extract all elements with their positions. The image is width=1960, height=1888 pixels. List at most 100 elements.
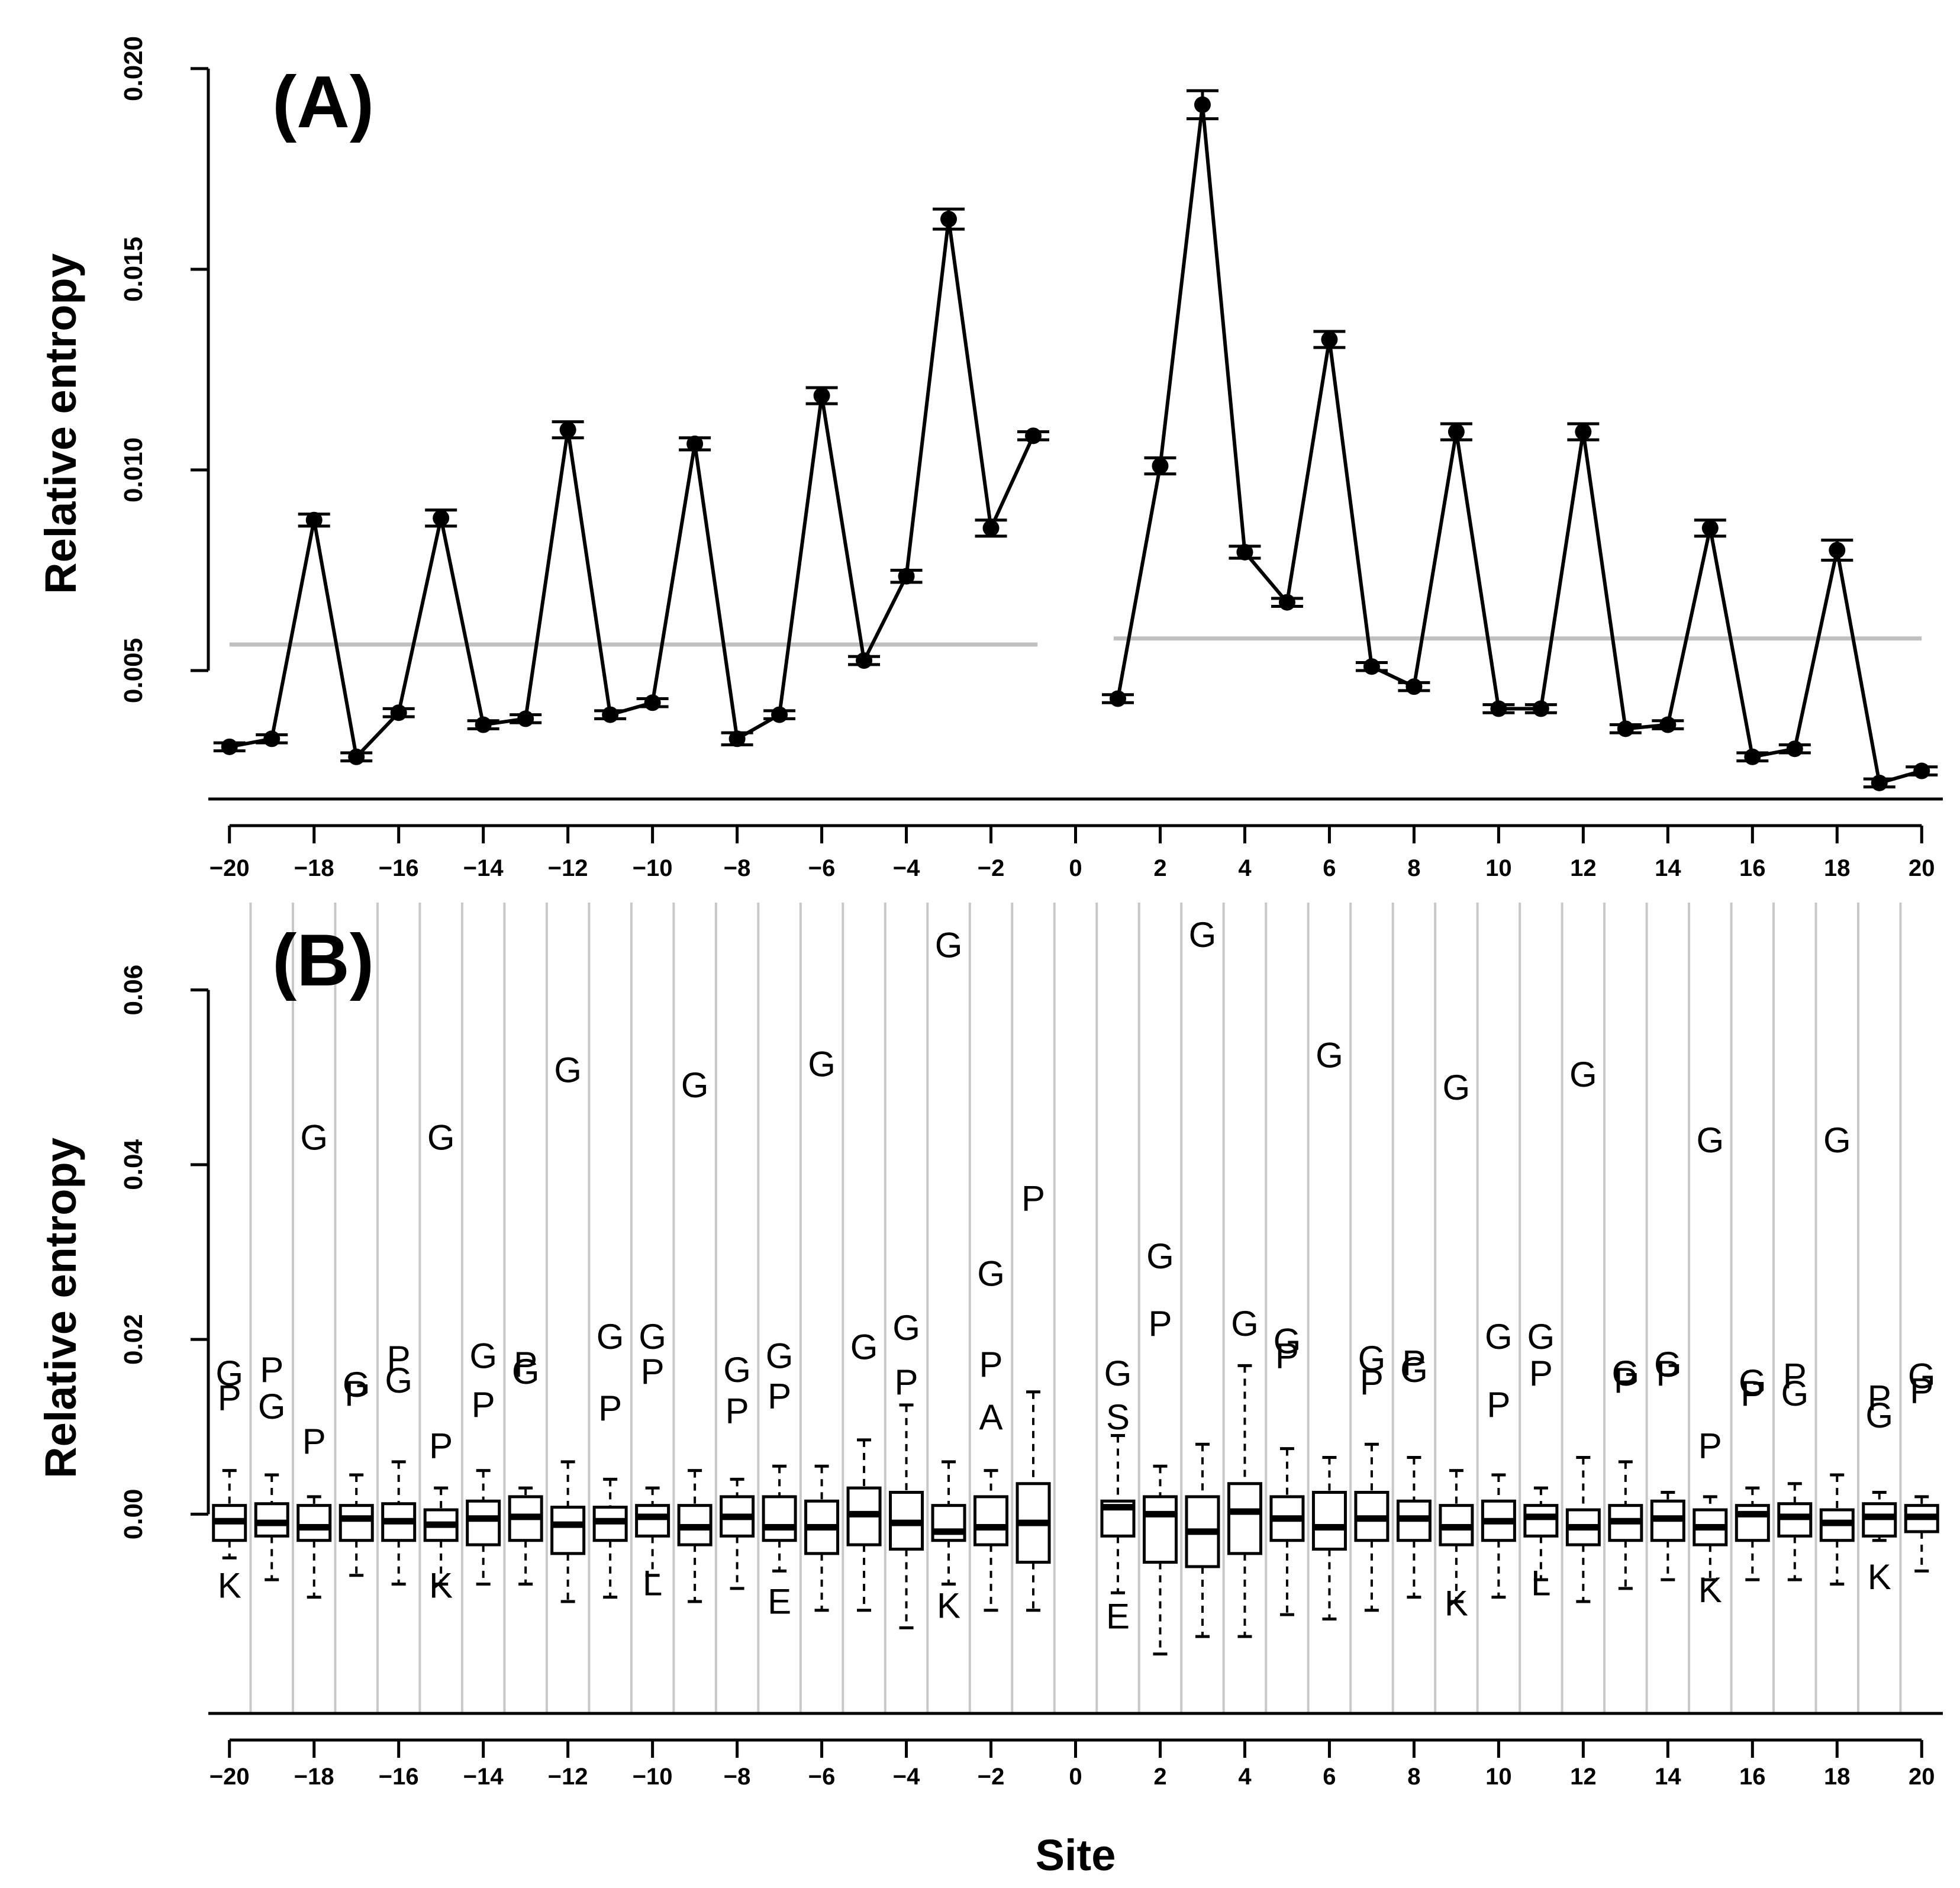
data-point [221, 738, 238, 755]
x-tick-label: 12 [1570, 1764, 1597, 1790]
outlier-label: G [554, 1051, 582, 1090]
box [550, 1506, 586, 1555]
x-tick-label: 0 [1069, 1764, 1082, 1790]
x-tick-label: 18 [1824, 855, 1851, 881]
data-point [856, 652, 873, 669]
data-point [305, 511, 323, 529]
outlier-label: P [387, 1339, 411, 1378]
y-tick-label: 0.06 [119, 965, 148, 1016]
x-tick-label: −4 [893, 1764, 920, 1790]
x-tick-label: −18 [294, 1764, 334, 1790]
outlier-label: G [1358, 1339, 1386, 1378]
data-point [1575, 423, 1592, 440]
outlier-label: P [1698, 1426, 1722, 1466]
outlier-label: P [1656, 1354, 1679, 1393]
x-tick-label: −8 [724, 1764, 751, 1790]
data-point [940, 211, 958, 228]
x-tick-label: 4 [1238, 855, 1252, 881]
outlier-label: P [1910, 1371, 1933, 1411]
data-point [1278, 594, 1295, 611]
outlier-label: P [1360, 1362, 1384, 1402]
x-tick-label: −20 [209, 855, 250, 881]
x-tick-label: −2 [978, 855, 1005, 881]
outlier-label: G [808, 1044, 836, 1084]
outlier-label: G [1316, 1036, 1343, 1075]
data-point [1744, 748, 1761, 765]
data-point [1490, 700, 1507, 717]
panel-a-plot [213, 89, 1938, 791]
outlier-label: G [1274, 1321, 1301, 1361]
x-tick-label: 8 [1407, 855, 1420, 881]
panel-b-y-axis-label: Relative entropy [36, 1138, 85, 1478]
outlier-label: G [258, 1387, 286, 1426]
outlier-label: G [597, 1317, 624, 1357]
data-point [390, 704, 407, 721]
outlier-label: P [260, 1350, 283, 1390]
data-point [1701, 520, 1719, 537]
outlier-label: G [1104, 1354, 1132, 1393]
outlier-label: P [1529, 1354, 1553, 1393]
x-tick-label: 12 [1570, 855, 1597, 881]
outlier-label: P [895, 1362, 918, 1402]
outlier-label: P [1402, 1343, 1426, 1383]
data-point [1321, 331, 1338, 348]
outlier-label: P [1487, 1385, 1510, 1425]
data-point [982, 520, 1000, 537]
outlier-label: L [643, 1563, 662, 1603]
data-point [1109, 690, 1126, 707]
box [973, 1495, 1009, 1547]
data-point [1913, 762, 1930, 779]
outlier-label: G [850, 1328, 878, 1367]
x-tick-label: −14 [463, 1764, 504, 1790]
x-tick-label: 16 [1739, 1764, 1766, 1790]
outlier-label: P [344, 1374, 368, 1413]
data-point [475, 716, 492, 733]
box [296, 1504, 332, 1542]
x-tick-label: 10 [1485, 855, 1512, 881]
x-axis-label: Site [1036, 1831, 1116, 1880]
outlier-label: G [892, 1308, 920, 1348]
outlier-label: G [1823, 1120, 1851, 1160]
x-tick-label: 6 [1323, 1764, 1336, 1790]
data-point [1448, 423, 1465, 440]
x-tick-label: −4 [893, 855, 920, 881]
series-line [229, 218, 1035, 761]
outlier-label: G [1696, 1120, 1724, 1160]
data-point [1659, 716, 1677, 733]
outlier-label: P [1868, 1378, 1891, 1417]
outlier-label: G [1527, 1317, 1555, 1357]
outlier-label: G [385, 1361, 412, 1400]
outlier-label: P [472, 1385, 495, 1425]
x-tick-label: −20 [209, 1764, 250, 1790]
outlier-label: G [300, 1117, 328, 1157]
outlier-label: E [1106, 1596, 1130, 1636]
data-point [348, 748, 365, 765]
box [1227, 1482, 1262, 1555]
x-tick-label: −6 [808, 855, 836, 881]
data-point [813, 387, 830, 404]
outlier-label: P [302, 1422, 326, 1461]
x-tick-label: 14 [1655, 1764, 1681, 1790]
outlier-label: G [1569, 1055, 1597, 1094]
x-tick-label: 10 [1485, 1764, 1512, 1790]
outlier-label: G [1781, 1374, 1809, 1413]
x-tick-label: 2 [1153, 855, 1166, 881]
x-tick-label: 14 [1655, 855, 1681, 881]
panel-a-y-axis-label: Relative entropy [36, 253, 85, 594]
y-tick-label: 0.010 [119, 437, 148, 502]
x-tick-label: 4 [1238, 1764, 1252, 1790]
y-tick-label: 0.04 [119, 1139, 148, 1190]
outlier-label: G [1231, 1304, 1259, 1343]
box [931, 1504, 966, 1542]
y-tick-label: 0.02 [119, 1314, 148, 1365]
y-tick-label: 0.00 [119, 1489, 148, 1540]
y-tick-label: 0.020 [119, 36, 148, 101]
x-tick-label: 6 [1323, 855, 1336, 881]
x-tick-label: −16 [379, 1764, 419, 1790]
outlier-label: S [1106, 1397, 1130, 1437]
x-tick-label: −8 [724, 855, 751, 881]
data-point [1405, 678, 1423, 695]
outlier-label: G [1189, 915, 1217, 955]
